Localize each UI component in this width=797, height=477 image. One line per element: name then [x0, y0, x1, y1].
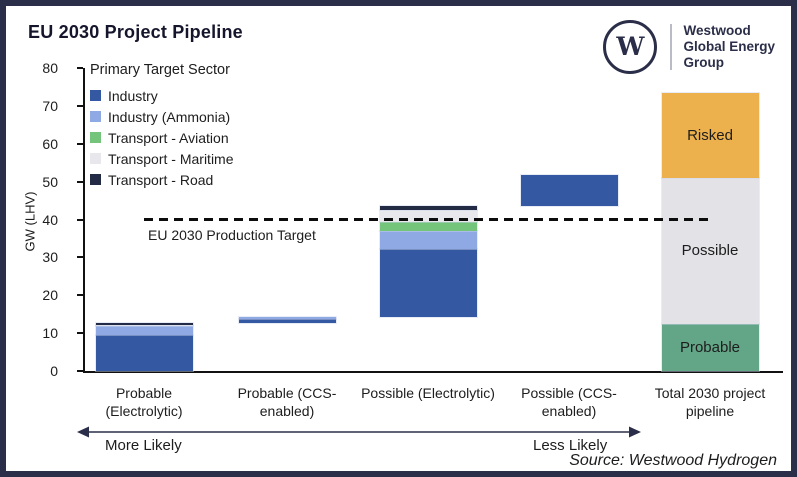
y-axis-tick: [77, 294, 83, 297]
y-axis-tick: [77, 104, 83, 107]
y-axis-tick: [77, 180, 83, 183]
y-tick-label: 60: [42, 135, 58, 152]
y-tick-label: 70: [42, 97, 58, 114]
bar-segment: [378, 220, 478, 232]
legend-item: Transport - Aviation: [90, 127, 234, 148]
chart-stage: EU 2030 Project Pipeline W Westwood Glob…: [12, 12, 785, 469]
westwood-logo-icon: W: [603, 20, 658, 74]
x-category-label-line: Total 2030 project: [654, 385, 766, 401]
likelihood-arrow: [77, 426, 641, 438]
bar-segment: [519, 173, 619, 207]
y-axis-tick: [77, 332, 83, 335]
y-tick-label: 50: [42, 173, 58, 190]
bar-segment: [378, 204, 478, 212]
bar-segment: [94, 325, 194, 336]
legend-swatch-icon: [90, 174, 101, 185]
bar-segment: [94, 324, 194, 328]
page-title: EU 2030 Project Pipeline: [28, 22, 243, 42]
source-credit: Source: Westwood Hydrogen: [569, 452, 777, 469]
bar-segment: Probable: [660, 322, 760, 373]
x-category-label-line: Probable (CCS-: [237, 385, 337, 401]
legend-item-label: Transport - Road: [108, 171, 214, 188]
logo-org-line: Global Energy: [683, 39, 775, 54]
x-category-label: Total 2030 project pipeline: [630, 384, 790, 420]
x-category-label-line: Probable: [115, 385, 173, 401]
x-category-label-line: Possible (Electrolytic): [361, 385, 495, 401]
legend-item-label: Industry (Ammonia): [108, 108, 231, 125]
more-likely-label: More Likely: [105, 437, 182, 454]
y-tick-label: 10: [42, 325, 58, 342]
y-tick-label: 20: [42, 287, 58, 304]
legend: Primary Target Sector Industry Industry (…: [90, 62, 234, 190]
bar-segment: [378, 209, 478, 223]
y-axis-tick: [77, 370, 83, 372]
legend-item: Industry (Ammonia): [90, 106, 234, 127]
y-tick-label: 30: [42, 249, 58, 266]
legend-swatch-icon: [90, 111, 101, 122]
logo-divider: [670, 24, 673, 70]
x-category-label-line: pipeline: [685, 403, 735, 419]
y-axis-tick: [77, 256, 83, 259]
x-category-label: Probable (CCS-enabled): [207, 384, 367, 420]
bar-segment: Possible: [660, 176, 760, 325]
production-target-line: [144, 217, 710, 221]
legend-swatch-icon: [90, 153, 101, 164]
bar-segment: [237, 315, 337, 321]
logo-org-name: Westwood Global Energy Group: [683, 23, 775, 71]
x-axis-line: [83, 371, 783, 373]
y-tick-label: 0: [50, 363, 58, 379]
less-likely-label: Less Likely: [533, 437, 608, 454]
legend-swatch-icon: [90, 132, 101, 143]
x-category-label: Possible (Electrolytic): [348, 384, 508, 402]
y-tick-label: 40: [42, 211, 58, 228]
legend-title: Primary Target Sector: [90, 62, 230, 78]
legend-item: Transport - Maritime: [90, 148, 234, 169]
legend-swatch-icon: [90, 90, 101, 101]
x-category-label: Probable (Electrolytic): [64, 384, 224, 420]
legend-item: Industry: [90, 85, 234, 106]
logo-org-line: Westwood: [683, 23, 751, 38]
y-tick-label: 80: [42, 60, 58, 76]
bar-segment: [94, 334, 194, 372]
logo-org-line: Group: [683, 55, 724, 70]
y-axis-line: [83, 68, 85, 373]
x-category-label-line: Possible (CCS-: [521, 385, 617, 401]
westwood-logo: W Westwood Global Energy Group: [603, 20, 775, 74]
target-line-label: EU 2030 Production Target: [148, 226, 316, 243]
bar-segment: [94, 321, 194, 326]
y-axis-tick: [77, 67, 83, 69]
y-axis-tick: [77, 218, 83, 221]
y-axis-tick: [77, 142, 83, 145]
legend-item-label: Transport - Maritime: [108, 150, 234, 167]
legend-item: Transport - Road: [90, 169, 234, 190]
x-category-label-line: enabled): [259, 403, 315, 419]
x-category-label-line: enabled): [541, 403, 597, 419]
logo-monogram: W: [616, 31, 645, 61]
bar-segment: [378, 229, 478, 251]
legend-item-label: Industry: [108, 87, 158, 104]
legend-items: Industry Industry (Ammonia) Transport - Av…: [90, 85, 234, 190]
bar-segment: Risked: [660, 91, 760, 179]
x-category-label-line: (Electrolytic): [105, 403, 183, 419]
x-category-label: Possible (CCS-enabled): [489, 384, 649, 420]
bar-segment: [378, 248, 478, 318]
legend-item-label: Transport - Aviation: [108, 129, 229, 146]
bar-segment: [237, 317, 337, 324]
